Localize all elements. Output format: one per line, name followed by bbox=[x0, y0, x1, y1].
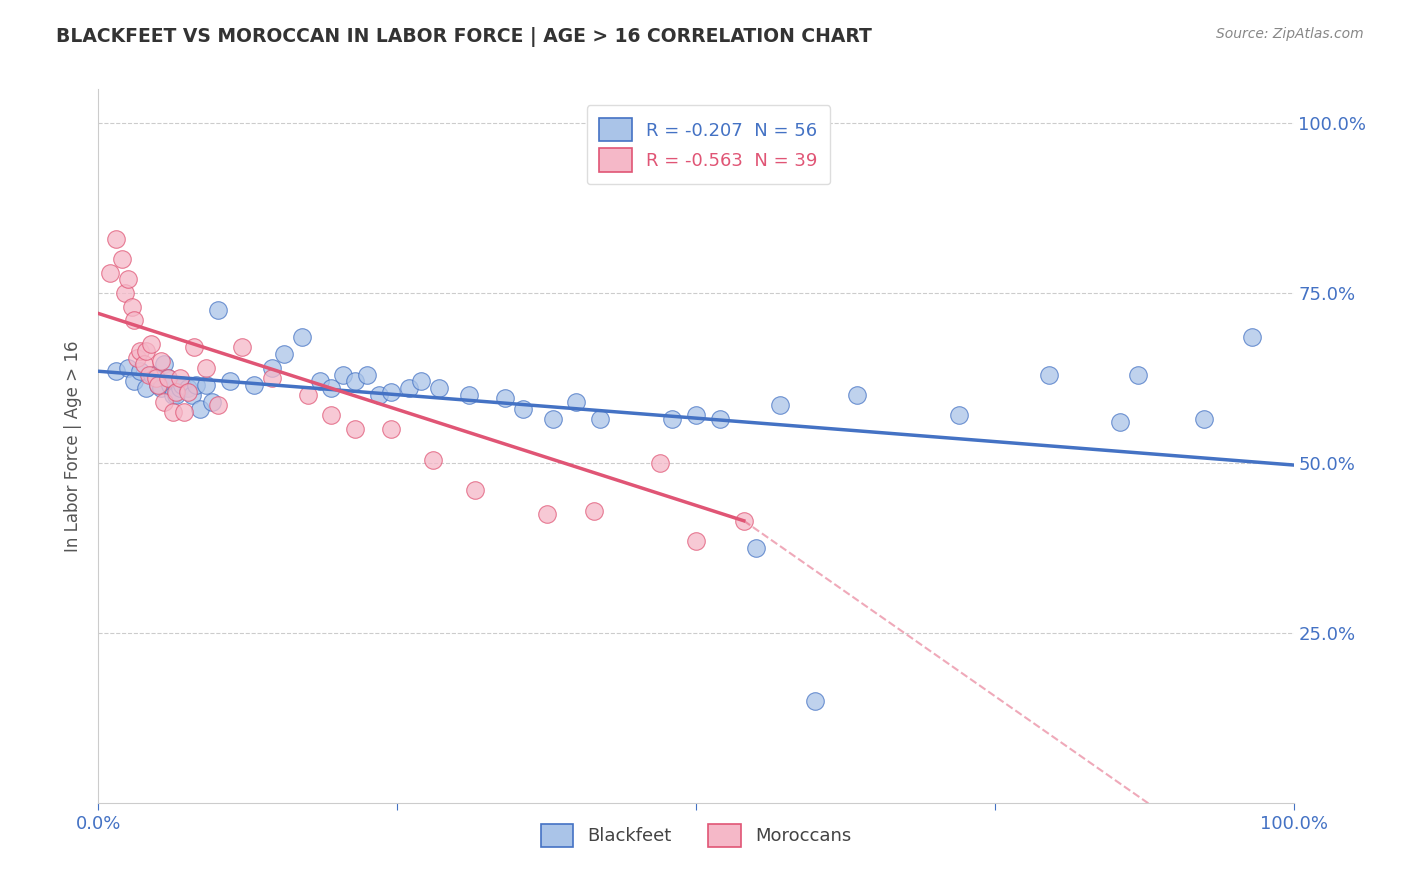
Point bbox=[129, 364, 152, 378]
Point bbox=[745, 541, 768, 555]
Point bbox=[1038, 368, 1060, 382]
Point bbox=[195, 377, 218, 392]
Point bbox=[948, 409, 970, 423]
Point bbox=[173, 405, 195, 419]
Point bbox=[162, 388, 184, 402]
Point bbox=[260, 360, 283, 375]
Point bbox=[145, 371, 167, 385]
Text: Source: ZipAtlas.com: Source: ZipAtlas.com bbox=[1216, 27, 1364, 41]
Point bbox=[129, 343, 152, 358]
Point bbox=[98, 266, 122, 280]
Point bbox=[243, 377, 266, 392]
Point bbox=[148, 377, 170, 392]
Text: BLACKFEET VS MOROCCAN IN LABOR FORCE | AGE > 16 CORRELATION CHART: BLACKFEET VS MOROCCAN IN LABOR FORCE | A… bbox=[56, 27, 872, 46]
Point bbox=[685, 409, 707, 423]
Point bbox=[733, 514, 755, 528]
Point bbox=[177, 381, 200, 395]
Point bbox=[132, 358, 155, 372]
Point bbox=[344, 422, 367, 436]
Point bbox=[207, 303, 229, 318]
Point bbox=[105, 364, 128, 378]
Point bbox=[149, 354, 172, 368]
Point bbox=[117, 272, 139, 286]
Point bbox=[183, 341, 205, 355]
Point bbox=[685, 534, 707, 549]
Point bbox=[219, 375, 242, 389]
Point bbox=[117, 360, 139, 375]
Point bbox=[411, 375, 433, 389]
Point bbox=[153, 394, 176, 409]
Point bbox=[846, 388, 869, 402]
Point bbox=[273, 347, 295, 361]
Point bbox=[321, 409, 343, 423]
Point bbox=[141, 368, 163, 382]
Point bbox=[125, 351, 148, 365]
Point bbox=[583, 503, 606, 517]
Point bbox=[541, 412, 564, 426]
Point bbox=[308, 375, 330, 389]
Point bbox=[172, 377, 194, 392]
Point bbox=[1192, 412, 1215, 426]
Point bbox=[398, 381, 420, 395]
Point bbox=[661, 412, 683, 426]
Point bbox=[231, 341, 253, 355]
Point bbox=[332, 368, 354, 382]
Point bbox=[105, 232, 128, 246]
Point bbox=[709, 412, 731, 426]
Point bbox=[162, 405, 184, 419]
Point bbox=[422, 452, 444, 467]
Point bbox=[114, 286, 136, 301]
Point bbox=[321, 381, 343, 395]
Point bbox=[148, 377, 170, 392]
Point bbox=[169, 371, 191, 385]
Point bbox=[135, 381, 157, 395]
Point bbox=[124, 313, 146, 327]
Point bbox=[111, 252, 134, 266]
Point bbox=[368, 388, 391, 402]
Point bbox=[188, 401, 211, 416]
Point bbox=[494, 392, 516, 406]
Point bbox=[124, 375, 146, 389]
Point bbox=[135, 343, 157, 358]
Point bbox=[165, 384, 187, 399]
Point bbox=[380, 384, 402, 399]
Point bbox=[138, 368, 160, 382]
Point bbox=[159, 377, 181, 392]
Y-axis label: In Labor Force | Age > 16: In Labor Force | Age > 16 bbox=[65, 340, 83, 552]
Point bbox=[177, 384, 200, 399]
Point bbox=[180, 388, 202, 402]
Point bbox=[458, 388, 481, 402]
Point bbox=[153, 358, 176, 372]
Point bbox=[121, 300, 143, 314]
Point bbox=[427, 381, 450, 395]
Point bbox=[201, 394, 224, 409]
Point bbox=[768, 398, 790, 412]
Point bbox=[291, 330, 314, 344]
Point bbox=[380, 422, 402, 436]
Point bbox=[565, 394, 588, 409]
Point bbox=[156, 371, 179, 385]
Legend: Blackfeet, Moroccans: Blackfeet, Moroccans bbox=[530, 814, 862, 858]
Point bbox=[139, 337, 162, 351]
Point bbox=[356, 368, 378, 382]
Point bbox=[1109, 415, 1132, 429]
Point bbox=[648, 456, 672, 470]
Point bbox=[207, 398, 229, 412]
Point bbox=[195, 360, 218, 375]
Point bbox=[589, 412, 612, 426]
Point bbox=[297, 388, 319, 402]
Point bbox=[156, 371, 179, 385]
Point bbox=[512, 401, 534, 416]
Point bbox=[804, 694, 827, 708]
Point bbox=[1240, 330, 1263, 344]
Point bbox=[165, 388, 187, 402]
Point bbox=[344, 375, 367, 389]
Point bbox=[1128, 368, 1150, 382]
Point bbox=[149, 381, 172, 395]
Point bbox=[464, 483, 486, 498]
Point bbox=[169, 381, 191, 395]
Point bbox=[536, 507, 558, 521]
Point bbox=[186, 377, 208, 392]
Point bbox=[260, 371, 283, 385]
